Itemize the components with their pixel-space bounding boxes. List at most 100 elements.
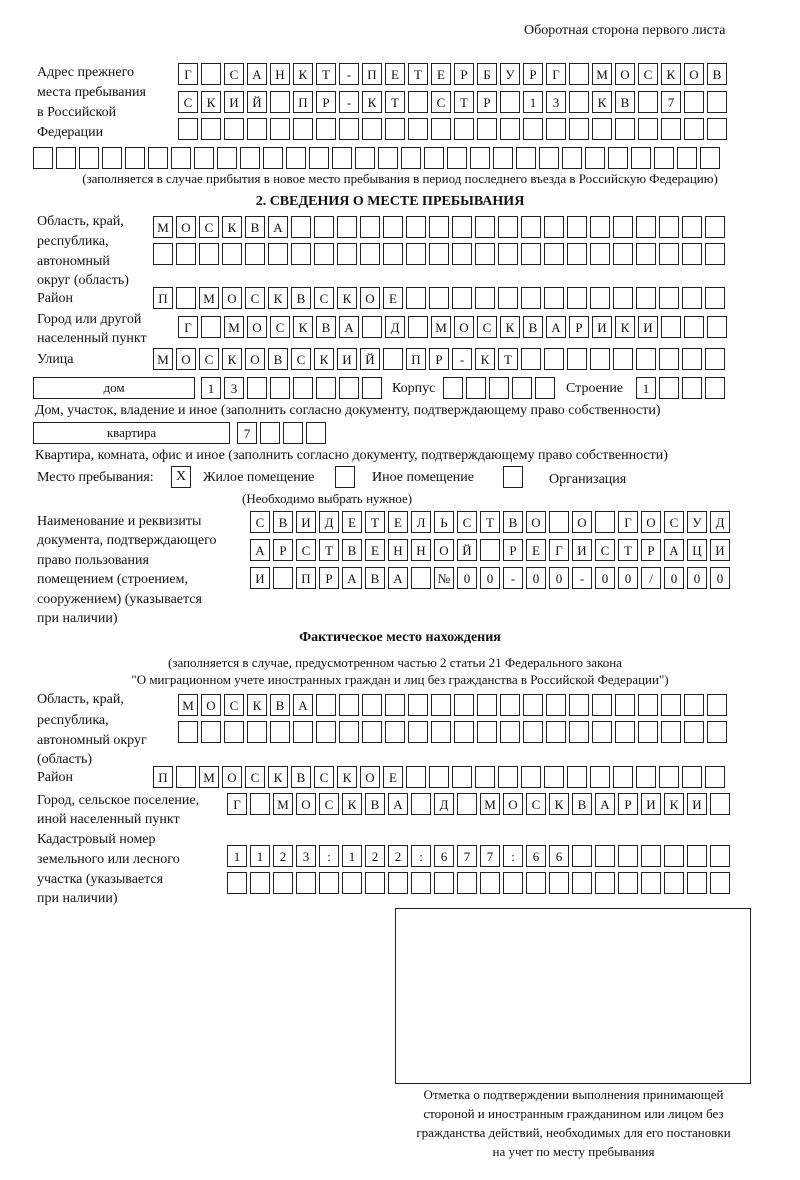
char-cell[interactable]: П [153, 766, 173, 788]
char-cell[interactable]: - [452, 348, 472, 370]
char-cell[interactable] [408, 316, 428, 338]
char-cell[interactable] [638, 694, 658, 716]
char-cell[interactable] [535, 377, 555, 399]
char-cell[interactable] [268, 243, 288, 265]
char-cell[interactable]: Н [270, 63, 290, 85]
char-cell[interactable]: В [291, 766, 311, 788]
char-cell[interactable]: - [339, 63, 359, 85]
char-cell[interactable]: В [268, 348, 288, 370]
char-cell[interactable] [493, 147, 513, 169]
char-cell[interactable] [613, 348, 633, 370]
char-cell[interactable] [521, 766, 541, 788]
char-cell[interactable] [355, 147, 375, 169]
char-cell[interactable]: К [362, 91, 382, 113]
char-cell[interactable]: 7 [480, 845, 500, 867]
char-cell[interactable]: Г [227, 793, 247, 815]
char-cell[interactable] [337, 216, 357, 238]
char-cell[interactable]: В [342, 539, 362, 561]
char-cell[interactable]: А [546, 316, 566, 338]
char-cell[interactable]: 0 [549, 567, 569, 589]
char-cell[interactable]: П [406, 348, 426, 370]
char-cell[interactable] [383, 243, 403, 265]
char-cell[interactable]: С [477, 316, 497, 338]
char-cell[interactable]: С [638, 63, 658, 85]
char-cell[interactable] [360, 243, 380, 265]
char-cell[interactable] [452, 216, 472, 238]
char-cell[interactable]: А [339, 316, 359, 338]
char-cell[interactable]: А [342, 567, 362, 589]
char-cell[interactable] [707, 118, 727, 140]
char-cell[interactable] [682, 216, 702, 238]
char-cell[interactable]: Н [388, 539, 408, 561]
char-cell[interactable] [434, 872, 454, 894]
char-cell[interactable] [194, 147, 214, 169]
char-cell[interactable]: И [296, 511, 316, 533]
char-cell[interactable] [682, 766, 702, 788]
char-cell[interactable]: 2 [365, 845, 385, 867]
char-cell[interactable] [549, 872, 569, 894]
char-cell[interactable]: Т [316, 63, 336, 85]
char-cell[interactable] [443, 377, 463, 399]
char-cell[interactable]: Р [454, 63, 474, 85]
char-cell[interactable]: К [247, 694, 267, 716]
char-cell[interactable] [590, 348, 610, 370]
char-cell[interactable]: И [687, 793, 707, 815]
char-cell[interactable]: Е [383, 766, 403, 788]
char-cell[interactable] [429, 243, 449, 265]
char-cell[interactable] [613, 766, 633, 788]
char-cell[interactable]: В [615, 91, 635, 113]
char-cell[interactable] [498, 243, 518, 265]
char-cell[interactable] [567, 348, 587, 370]
char-cell[interactable]: О [247, 316, 267, 338]
char-cell[interactable] [684, 694, 704, 716]
char-cell[interactable]: 0 [664, 567, 684, 589]
char-cell[interactable] [454, 694, 474, 716]
char-cell[interactable] [654, 147, 674, 169]
char-cell[interactable] [661, 721, 681, 743]
char-cell[interactable] [523, 118, 543, 140]
char-cell[interactable]: П [293, 91, 313, 113]
char-cell[interactable] [546, 694, 566, 716]
char-cell[interactable]: К [293, 63, 313, 85]
char-cell[interactable]: 1 [201, 377, 221, 399]
char-cell[interactable] [480, 539, 500, 561]
char-cell[interactable]: А [388, 567, 408, 589]
char-cell[interactable] [549, 511, 569, 533]
char-cell[interactable] [613, 243, 633, 265]
char-cell[interactable]: С [224, 63, 244, 85]
char-cell[interactable] [710, 793, 730, 815]
char-cell[interactable] [362, 694, 382, 716]
previous-address-row-4[interactable] [33, 147, 723, 169]
char-cell[interactable] [424, 147, 444, 169]
char-cell[interactable] [707, 694, 727, 716]
char-cell[interactable] [638, 721, 658, 743]
char-cell[interactable] [567, 216, 587, 238]
korpus-row[interactable] [443, 377, 558, 399]
char-cell[interactable] [684, 118, 704, 140]
char-cell[interactable] [569, 694, 589, 716]
char-cell[interactable]: Г [618, 511, 638, 533]
char-cell[interactable]: О [296, 793, 316, 815]
char-cell[interactable]: А [293, 694, 313, 716]
char-cell[interactable] [572, 872, 592, 894]
char-cell[interactable]: К [337, 766, 357, 788]
char-cell[interactable] [590, 766, 610, 788]
char-cell[interactable] [636, 216, 656, 238]
char-cell[interactable] [240, 147, 260, 169]
char-cell[interactable] [273, 872, 293, 894]
char-cell[interactable]: 0 [526, 567, 546, 589]
char-cell[interactable]: М [153, 216, 173, 238]
char-cell[interactable] [454, 118, 474, 140]
char-cell[interactable] [224, 721, 244, 743]
char-cell[interactable]: О [176, 348, 196, 370]
char-cell[interactable] [677, 147, 697, 169]
char-cell[interactable] [270, 118, 290, 140]
char-cell[interactable] [178, 721, 198, 743]
char-cell[interactable]: В [503, 511, 523, 533]
char-cell[interactable] [339, 118, 359, 140]
char-cell[interactable] [102, 147, 122, 169]
char-cell[interactable] [406, 766, 426, 788]
char-cell[interactable] [406, 243, 426, 265]
char-cell[interactable]: К [314, 348, 334, 370]
